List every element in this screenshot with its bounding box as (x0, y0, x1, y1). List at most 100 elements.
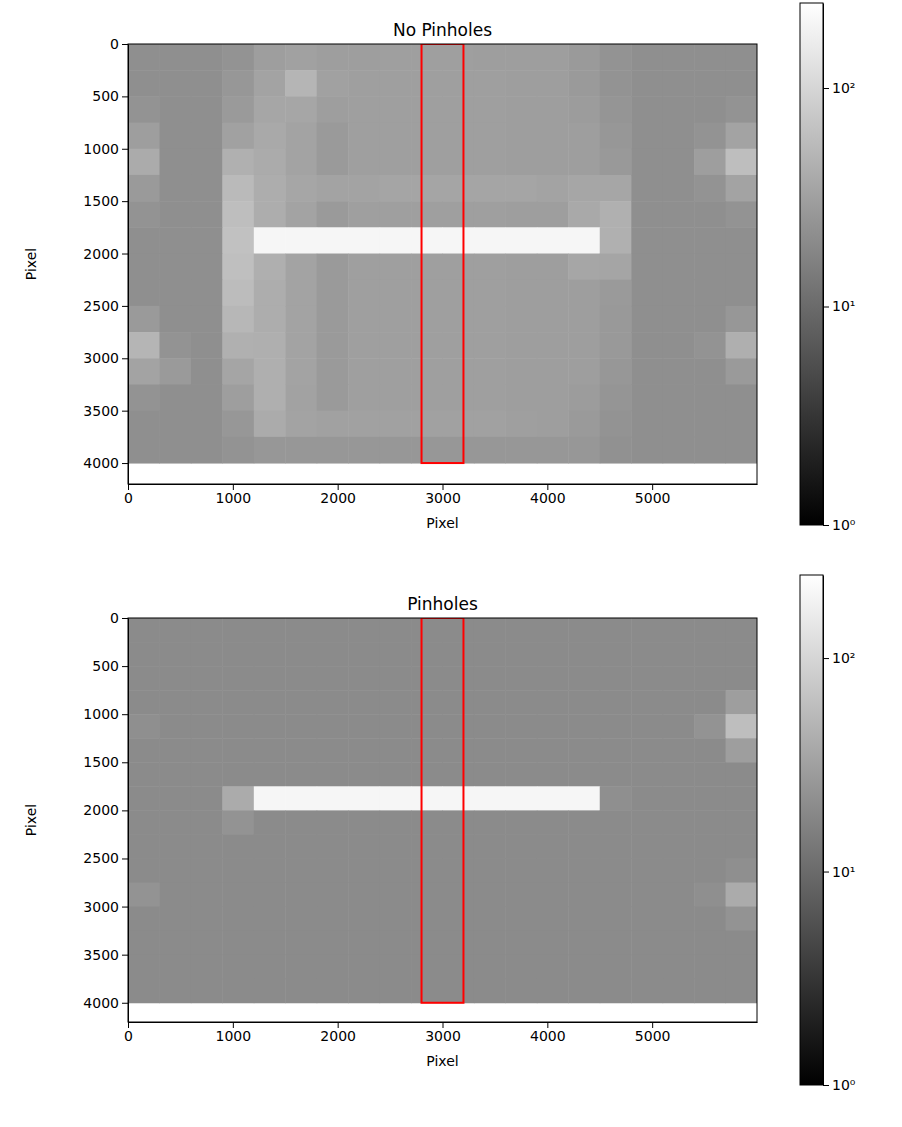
heatmap-cell (726, 979, 757, 1004)
heatmap-cell (285, 306, 317, 333)
heatmap-cell (254, 786, 286, 811)
heatmap-cell (663, 714, 695, 739)
heatmap-cell (568, 411, 600, 438)
heatmap-cell (380, 70, 412, 97)
heatmap-cell (537, 883, 569, 908)
heatmap-cell (663, 931, 695, 956)
heatmap-cell (600, 931, 632, 956)
heatmap-cell (443, 810, 475, 835)
heatmap-cell (600, 858, 632, 883)
heatmap-cell (474, 955, 506, 980)
heatmap-cell (726, 714, 757, 739)
heatmap-cell (694, 123, 726, 150)
region-box (422, 618, 464, 1003)
tick-mark (122, 463, 128, 464)
heatmap-cell (317, 411, 349, 438)
heatmap-cell (568, 149, 600, 176)
heatmap-cell (474, 44, 506, 71)
heatmap-cell (505, 690, 537, 715)
heatmap-cell (222, 411, 254, 438)
heatmap-cell (505, 762, 537, 787)
heatmap-cell (285, 411, 317, 438)
heatmap-cell (380, 201, 412, 228)
heatmap-cell (411, 227, 443, 254)
title: Pinholes (407, 594, 478, 614)
tick-mark (823, 1085, 829, 1086)
heatmap-cell (128, 931, 160, 956)
heatmap-cell (537, 227, 569, 254)
heatmap-cell (159, 201, 191, 228)
heatmap-cell (191, 979, 223, 1004)
heatmap-cell (191, 834, 223, 859)
heatmap-cell (348, 858, 380, 883)
heatmap-cell (537, 618, 569, 643)
heatmap-cell (631, 714, 663, 739)
heatmap-cell (568, 44, 600, 71)
heatmap-cell (254, 44, 286, 71)
tick-label: 2000 (320, 490, 356, 506)
heatmap-cell (726, 44, 757, 71)
heatmap-cell (380, 44, 412, 71)
heatmap-cell (474, 70, 506, 97)
heatmap-cell (726, 810, 757, 835)
heatmap-cell (159, 175, 191, 202)
heatmap-cell (191, 907, 223, 932)
tick-mark (122, 714, 128, 715)
tick: 1500 (83, 193, 128, 209)
heatmap-cell (317, 149, 349, 176)
heatmap-cell (505, 858, 537, 883)
heatmap-cell (348, 834, 380, 859)
heatmap-cell (128, 70, 160, 97)
heatmap-cell (222, 44, 254, 71)
heatmap-cell (443, 666, 475, 691)
heatmap-cell (443, 642, 475, 667)
heatmap-cell (159, 642, 191, 667)
heatmap-cell (411, 666, 443, 691)
heatmap-cell (380, 858, 412, 883)
heatmap-cell (191, 786, 223, 811)
heatmap-cell (726, 907, 757, 932)
tick-mark (122, 955, 128, 956)
tick: 3000 (83, 899, 128, 915)
heatmap-cell (254, 332, 286, 359)
heatmap-cell (443, 714, 475, 739)
heatmap-cell (694, 332, 726, 359)
heatmap-cell (631, 738, 663, 763)
heatmap-cell (159, 227, 191, 254)
heatmap-cell (474, 149, 506, 176)
heatmap-cell (600, 306, 632, 333)
heatmap-cell (222, 175, 254, 202)
heatmap-cell (254, 690, 286, 715)
heatmap-cell (128, 149, 160, 176)
heatmap-cell (285, 44, 317, 71)
heatmap-cell (631, 332, 663, 359)
tick-label: 5000 (635, 490, 671, 506)
heatmap-cell (128, 786, 160, 811)
heatmap-cell (726, 201, 757, 228)
heatmap-cell (380, 280, 412, 307)
heatmap-cell (600, 123, 632, 150)
heatmap-cell (600, 834, 632, 859)
heatmap-cell (411, 384, 443, 411)
heatmap-cell (443, 280, 475, 307)
tick-label: 0 (124, 1028, 133, 1044)
heatmap-cell (254, 642, 286, 667)
heatmap-cell (568, 931, 600, 956)
heatmap-cell (317, 280, 349, 307)
tick: 3000 (425, 484, 461, 506)
heatmap-cell (505, 306, 537, 333)
heatmap-cell (631, 306, 663, 333)
heatmap-cell (411, 690, 443, 715)
heatmap-cell (348, 384, 380, 411)
heatmap-cell (411, 618, 443, 643)
x-axis: 010002000300040005000 (124, 1022, 757, 1044)
heatmap-cell (505, 70, 537, 97)
heatmap-cell (411, 858, 443, 883)
heatmap-cell (726, 955, 757, 980)
heatmap-cell (222, 384, 254, 411)
heatmap-cell (348, 955, 380, 980)
heatmap-cell (537, 762, 569, 787)
heatmap-cell (694, 306, 726, 333)
heatmap-cell (191, 955, 223, 980)
heatmap-cell (380, 907, 412, 932)
